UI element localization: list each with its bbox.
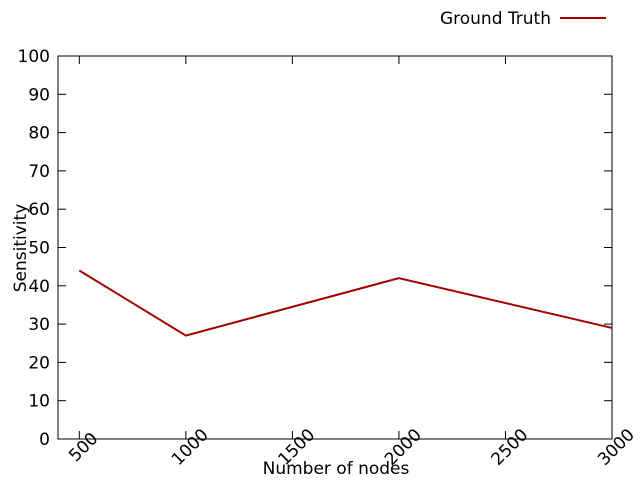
- x-axis-ticks: 500 1000 1500 2000 2500 3000: [65, 56, 639, 470]
- x-tick-label: 500: [65, 429, 102, 466]
- y-tick-label: 10: [28, 392, 50, 412]
- y-tick-label: 90: [28, 85, 50, 105]
- y-axis-ticks: 0 10 20 30 40 50 60 70 80 90 100: [18, 47, 612, 450]
- y-tick-label: 80: [28, 124, 50, 144]
- x-tick-label: 1000: [168, 425, 213, 470]
- y-tick-label: 70: [28, 162, 50, 182]
- plot-frame: [57, 55, 613, 440]
- y-tick-label: 40: [28, 277, 50, 297]
- y-tick-label: 30: [28, 315, 50, 335]
- y-tick-label: 0: [39, 430, 50, 450]
- legend: Ground Truth: [440, 9, 606, 29]
- legend-label-ground-truth: Ground Truth: [440, 9, 551, 29]
- series-line-0: [78, 269, 613, 337]
- y-tick-label: 20: [28, 353, 50, 373]
- y-tick-label: 50: [28, 239, 50, 259]
- y-tick-label: 60: [28, 200, 50, 220]
- y-axis-label: Sensitivity: [11, 204, 31, 293]
- series-layer: [78, 269, 613, 337]
- x-axis-label: Number of nodes: [263, 459, 410, 479]
- x-tick-label: 3000: [594, 425, 639, 470]
- y-tick-label: 100: [18, 47, 50, 67]
- x-tick-label: 2500: [488, 425, 533, 470]
